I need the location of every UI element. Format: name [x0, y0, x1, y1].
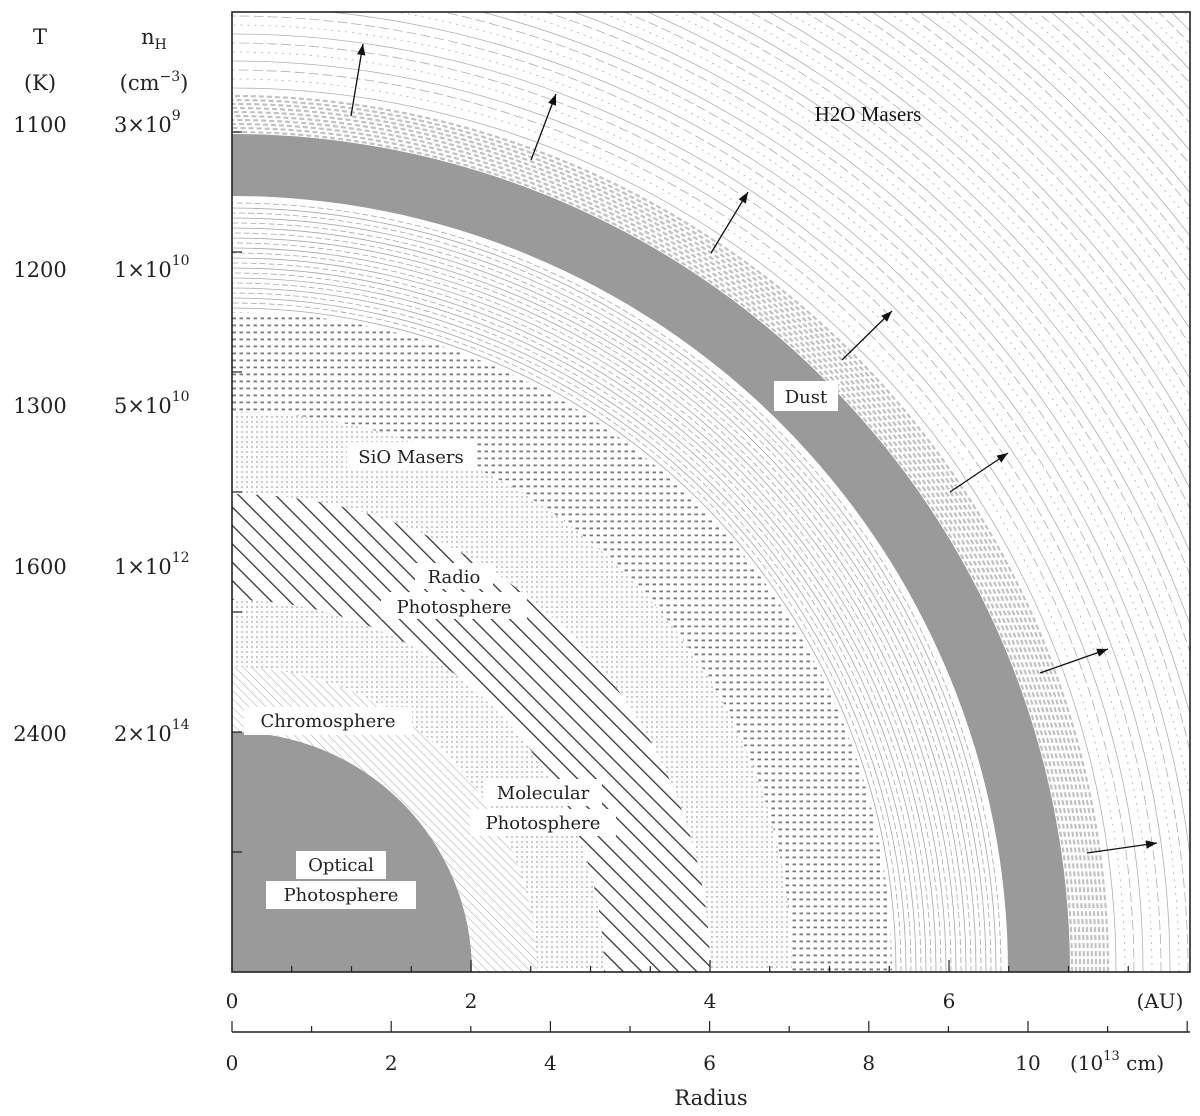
density-value: 2×1014: [114, 717, 190, 746]
cm-tick-label: 4: [544, 1051, 557, 1075]
temperature-unit: (K): [24, 71, 56, 95]
cm-tick-label: 8: [862, 1051, 875, 1075]
sio-masers-label: SiO Masers: [358, 447, 463, 468]
chromosphere-label: Chromosphere: [261, 711, 396, 732]
cm-axis: 0 2 4 6 8 10: [226, 1021, 1188, 1075]
optical-photosphere-label-line1: Optical: [308, 855, 374, 876]
region-labels: H2O Masers Dust SiO Masers Radio Photosp…: [244, 102, 921, 909]
au-tick-label: 2: [465, 989, 478, 1013]
temperature-value: 1200: [13, 258, 66, 282]
density-value: 1×1012: [114, 550, 190, 579]
fine-rings: [232, 202, 1002, 972]
h2o-masers-label: H2O Masers: [815, 102, 922, 126]
temperature-value: 1300: [13, 394, 66, 418]
temperature-value: 1600: [13, 555, 66, 579]
cm-tick-label: 0: [226, 1051, 239, 1075]
density-value: 3×109: [114, 108, 181, 137]
density-unit: (cm−3): [120, 69, 189, 95]
radio-photosphere-region: [232, 494, 710, 972]
temperature-value: 1100: [13, 113, 66, 137]
density-value: 5×1010: [114, 389, 190, 418]
cm-tick-label: 10: [1015, 1051, 1040, 1075]
chromosphere-region: [232, 667, 537, 972]
h2o-maser-rings: [232, 12, 1190, 972]
au-tick-label: 4: [704, 989, 717, 1013]
level-rows: 1100 3×109 1200 1×1010 1300 5×1010 1600 1×1012 2…: [13, 108, 189, 746]
optical-photosphere-label-line2: Photosphere: [284, 885, 399, 906]
density-value: 1×1010: [114, 253, 190, 282]
au-tick-label: 0: [226, 989, 239, 1013]
molecular-photosphere-label-line1: Molecular: [497, 783, 590, 804]
temperature-header: T: [33, 25, 47, 49]
radio-photosphere-label-line2: Photosphere: [397, 597, 512, 618]
temperature-value: 2400: [13, 722, 66, 746]
radio-photosphere-label-line1: Radio: [428, 567, 481, 588]
dust-shell: [232, 134, 1070, 972]
cm-tick-label: 2: [385, 1051, 398, 1075]
molecular-photosphere-region: [232, 412, 792, 972]
au-unit-label: (AU): [1137, 989, 1184, 1013]
molecular-photosphere-label-line2: Photosphere: [486, 813, 601, 834]
dust-halo: [232, 94, 1110, 972]
left-header: T (K) nH (cm−3): [24, 25, 188, 95]
cm-unit-label: (1013 cm): [1070, 1049, 1164, 1075]
sio-fine-rings-region: [232, 197, 1007, 972]
cm-tick-label: 6: [703, 1051, 716, 1075]
plot-area: [232, 12, 1190, 972]
density-header: nH: [141, 25, 167, 53]
left-axis-ticks: [232, 131, 242, 853]
au-axis: 0 2 4 6: [226, 960, 1129, 1013]
au-tick-label: 6: [943, 989, 956, 1013]
x-axis-label: Radius: [674, 1086, 747, 1110]
dust-label: Dust: [785, 387, 828, 408]
outflow-arrows: [350, 43, 1158, 854]
sio-maser-region: [232, 312, 892, 972]
